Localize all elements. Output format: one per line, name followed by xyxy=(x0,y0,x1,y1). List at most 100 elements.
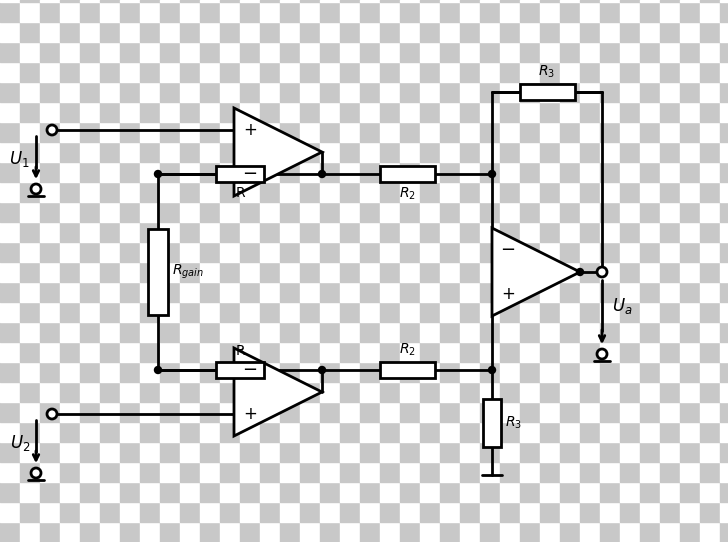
Text: +: + xyxy=(243,121,257,139)
Bar xyxy=(660,302,680,322)
Bar xyxy=(580,462,600,482)
Bar xyxy=(160,102,180,122)
Bar xyxy=(0,182,20,202)
Bar xyxy=(360,2,380,22)
Bar xyxy=(500,122,520,142)
Bar xyxy=(80,62,100,82)
Bar xyxy=(460,382,480,402)
Bar xyxy=(400,362,420,382)
Bar xyxy=(180,202,200,222)
Bar xyxy=(380,342,400,362)
Bar xyxy=(620,302,640,322)
Bar xyxy=(140,102,160,122)
Bar xyxy=(400,162,420,182)
Bar xyxy=(0,282,20,302)
Bar xyxy=(720,202,728,222)
Bar xyxy=(600,82,620,102)
Bar xyxy=(700,202,720,222)
Bar xyxy=(360,462,380,482)
Bar xyxy=(120,122,140,142)
Bar xyxy=(280,522,300,542)
Bar xyxy=(360,262,380,282)
Bar xyxy=(560,162,580,182)
Bar xyxy=(500,482,520,502)
Bar xyxy=(660,62,680,82)
Bar xyxy=(40,0,60,2)
Bar xyxy=(700,82,720,102)
Bar xyxy=(460,22,480,42)
Bar xyxy=(480,0,500,2)
Bar xyxy=(220,0,240,2)
Bar xyxy=(440,442,460,462)
Bar xyxy=(640,282,660,302)
Bar xyxy=(300,0,320,2)
Bar xyxy=(720,2,728,22)
Bar xyxy=(240,162,260,182)
Bar xyxy=(280,102,300,122)
Bar xyxy=(300,42,320,62)
Bar xyxy=(460,402,480,422)
Bar xyxy=(520,0,540,2)
Bar xyxy=(720,182,728,202)
Bar xyxy=(720,462,728,482)
Bar xyxy=(180,142,200,162)
Bar xyxy=(700,402,720,422)
Bar xyxy=(540,462,560,482)
Bar xyxy=(260,282,280,302)
Bar xyxy=(440,182,460,202)
Bar xyxy=(440,142,460,162)
Bar xyxy=(220,522,240,542)
Text: $R_{gain}$: $R_{gain}$ xyxy=(172,263,204,281)
Bar xyxy=(500,182,520,202)
Bar xyxy=(180,322,200,342)
Bar xyxy=(240,242,260,262)
Bar xyxy=(320,462,340,482)
Bar xyxy=(460,142,480,162)
Bar xyxy=(60,202,80,222)
Circle shape xyxy=(597,349,607,359)
Bar xyxy=(580,0,600,2)
Bar xyxy=(580,162,600,182)
Bar xyxy=(420,322,440,342)
Bar xyxy=(280,202,300,222)
Bar xyxy=(100,62,120,82)
Bar xyxy=(120,202,140,222)
Bar xyxy=(620,122,640,142)
Bar xyxy=(420,342,440,362)
Bar xyxy=(280,502,300,522)
Bar xyxy=(300,182,320,202)
Bar xyxy=(340,0,360,2)
Bar xyxy=(160,42,180,62)
Bar xyxy=(420,62,440,82)
Bar xyxy=(540,402,560,422)
Bar xyxy=(340,402,360,422)
Bar xyxy=(160,182,180,202)
Bar xyxy=(180,102,200,122)
Bar xyxy=(440,0,460,2)
Bar xyxy=(480,402,500,422)
Bar xyxy=(200,122,220,142)
Bar xyxy=(120,402,140,422)
Bar xyxy=(440,202,460,222)
Bar xyxy=(380,442,400,462)
Bar xyxy=(60,182,80,202)
Bar xyxy=(620,342,640,362)
Bar xyxy=(440,282,460,302)
Bar xyxy=(460,182,480,202)
Bar xyxy=(280,262,300,282)
Bar xyxy=(140,42,160,62)
Bar xyxy=(640,502,660,522)
Bar xyxy=(400,202,420,222)
Bar xyxy=(200,222,220,242)
Bar xyxy=(580,442,600,462)
Bar xyxy=(140,522,160,542)
Bar xyxy=(520,502,540,522)
Bar xyxy=(340,162,360,182)
Bar xyxy=(60,382,80,402)
Bar xyxy=(400,382,420,402)
Bar xyxy=(40,462,60,482)
Bar xyxy=(240,142,260,162)
Bar xyxy=(60,282,80,302)
Bar xyxy=(380,162,400,182)
Bar xyxy=(140,162,160,182)
